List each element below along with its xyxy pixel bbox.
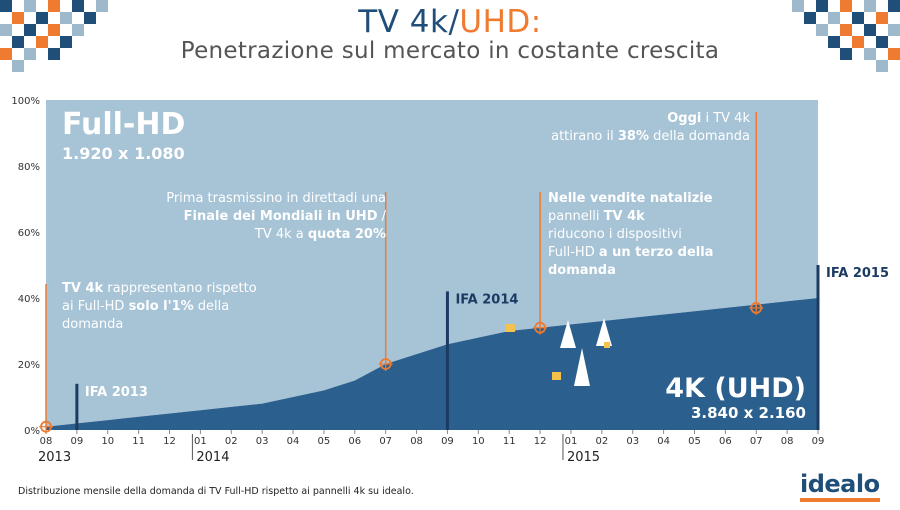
- fullhd-label: Full-HD 1.920 x 1.080: [62, 107, 186, 164]
- x-tick-label: 07: [750, 436, 763, 447]
- event-label: IFA 2013: [85, 385, 148, 400]
- event-label: IFA 2014: [455, 292, 518, 307]
- y-tick-label: 60%: [18, 228, 40, 239]
- x-tick-label: 09: [441, 436, 454, 447]
- x-tick-label: 09: [71, 436, 84, 447]
- annotation-mondiali: Prima trasmissino in direttadi una Final…: [166, 191, 386, 242]
- x-tick-label: 08: [781, 436, 794, 447]
- year-label: 2014: [196, 450, 229, 465]
- x-tick-label: 01: [565, 436, 578, 447]
- idealo-logo: idealo: [800, 470, 880, 498]
- x-tick-label: 03: [256, 436, 269, 447]
- annotation-natale: Nelle vendite natalizie pannelli TV 4k r…: [548, 191, 714, 278]
- header: TV 4k/UHD: Penetrazione sul mercato in c…: [0, 0, 900, 72]
- gift-icon: [505, 324, 515, 332]
- y-tick-label: 0%: [24, 426, 40, 437]
- y-tick-label: 20%: [18, 360, 40, 371]
- x-tick-label: 01: [194, 436, 207, 447]
- wizard-figure-icon: [596, 318, 612, 346]
- x-tick-label: 06: [348, 436, 361, 447]
- x-tick-label: 11: [132, 436, 145, 447]
- y-tick-label: 80%: [18, 162, 40, 173]
- x-tick-label: 04: [657, 436, 670, 447]
- y-tick-label: 40%: [18, 294, 40, 305]
- annotation-oggi: Oggi i TV 4k attirano il 38% della doman…: [551, 111, 750, 144]
- page-title: TV 4k/UHD:: [0, 4, 900, 40]
- uhd-label: 4K (UHD) 3.840 x 2.160: [665, 373, 806, 423]
- x-tick-label: 02: [595, 436, 608, 447]
- event-bar: [816, 265, 820, 430]
- event-bar: [75, 383, 79, 430]
- wizard-figure-icon: [574, 348, 590, 386]
- footer-note: Distribuzione mensile della domanda di T…: [18, 486, 414, 497]
- uhd-name: 4K (UHD): [665, 373, 806, 404]
- x-tick-label: 06: [719, 436, 732, 447]
- year-label: 2015: [567, 450, 600, 465]
- x-tick-label: 10: [101, 436, 114, 447]
- gift-icon: [604, 342, 610, 348]
- pixel-pattern-right: [792, 0, 900, 72]
- x-tick-label: 12: [534, 436, 547, 447]
- x-tick-label: 07: [379, 436, 392, 447]
- x-tick-label: 10: [472, 436, 485, 447]
- logo-underline: [800, 498, 880, 502]
- series-area-uhd: [46, 298, 818, 430]
- title-accent: UHD:: [459, 4, 542, 40]
- fullhd-resolution: 1.920 x 1.080: [62, 144, 185, 163]
- x-tick-label: 12: [163, 436, 176, 447]
- x-tick-label: 09: [812, 436, 825, 447]
- x-tick-label: 08: [410, 436, 423, 447]
- event-label: IFA 2015: [826, 266, 889, 281]
- x-tick-label: 03: [626, 436, 639, 447]
- gift-icon: [552, 372, 561, 380]
- x-tick-label: 08: [40, 436, 53, 447]
- page-subtitle: Penetrazione sul mercato in costante cre…: [180, 38, 720, 64]
- x-tick-label: 04: [287, 436, 300, 447]
- annotation-2013: TV 4k rappresentano rispetto ai Full-HD …: [62, 281, 257, 332]
- uhd-resolution: 3.840 x 2.160: [690, 404, 806, 422]
- series-area-fullhd: [46, 100, 818, 427]
- x-tick-label: 02: [225, 436, 238, 447]
- x-tick-label: 11: [503, 436, 516, 447]
- fullhd-name: Full-HD: [62, 107, 186, 142]
- year-label: 2013: [38, 450, 71, 465]
- pixel-pattern-left: [0, 0, 108, 72]
- y-tick-label: 100%: [11, 96, 40, 107]
- title-main: TV 4k/: [358, 4, 460, 40]
- x-tick-label: 05: [688, 436, 701, 447]
- x-tick-label: 05: [318, 436, 331, 447]
- event-bar: [445, 291, 449, 430]
- wizard-figure-icon: [560, 320, 576, 348]
